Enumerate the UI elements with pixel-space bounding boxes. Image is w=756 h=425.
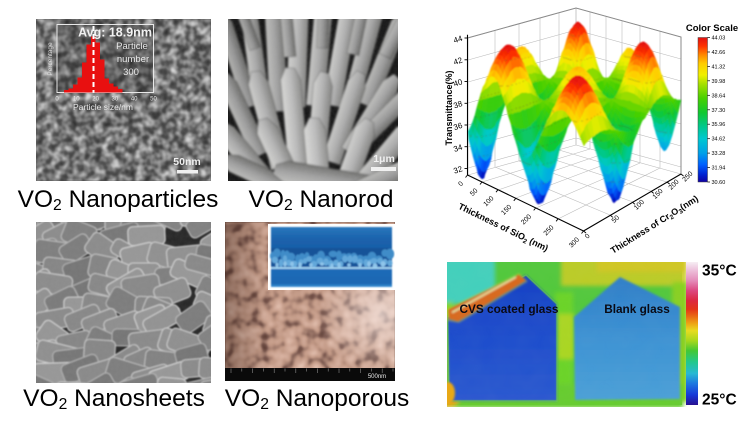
- svg-text:150: 150: [500, 204, 513, 217]
- svg-text:0: 0: [457, 180, 465, 188]
- svg-text:37.30: 37.30: [712, 108, 726, 114]
- svg-text:50nm: 50nm: [173, 156, 200, 168]
- svg-text:20: 20: [92, 97, 99, 103]
- svg-text:Transmittance(%): Transmittance(%): [444, 70, 454, 145]
- svg-text:500nm: 500nm: [368, 374, 386, 380]
- svg-text:39.98: 39.98: [712, 79, 726, 85]
- svg-text:33.28: 33.28: [712, 151, 726, 157]
- svg-text:200: 200: [520, 213, 533, 226]
- svg-text:300: 300: [123, 67, 139, 78]
- svg-text:0: 0: [55, 97, 59, 103]
- svg-text:34: 34: [452, 142, 464, 153]
- svg-text:38.64: 38.64: [712, 93, 726, 99]
- svg-text:35.96: 35.96: [712, 122, 726, 128]
- svg-text:31.94: 31.94: [712, 166, 726, 172]
- svg-text:50: 50: [150, 97, 157, 103]
- svg-text:38: 38: [452, 99, 464, 110]
- svg-text:44.03: 44.03: [712, 36, 726, 42]
- svg-text:42: 42: [452, 55, 464, 66]
- svg-text:40: 40: [131, 97, 138, 103]
- svg-text:50: 50: [469, 187, 479, 197]
- svg-text:Particle size/nm: Particle size/nm: [73, 102, 133, 112]
- svg-text:Color Scale: Color Scale: [686, 23, 738, 34]
- svg-text:30.60: 30.60: [712, 180, 726, 186]
- svg-text:50: 50: [611, 214, 621, 224]
- svg-text:35°C: 35°C: [702, 263, 737, 280]
- svg-text:250: 250: [543, 224, 556, 237]
- svg-text:32: 32: [452, 164, 464, 175]
- svg-text:number: number: [117, 54, 149, 65]
- svg-text:0: 0: [584, 233, 592, 241]
- svg-text:Blank glass: Blank glass: [604, 302, 670, 316]
- svg-text:10: 10: [73, 97, 80, 103]
- svg-text:36: 36: [452, 121, 464, 132]
- svg-text:300: 300: [568, 236, 581, 249]
- svg-text:Percentage: Percentage: [47, 42, 54, 76]
- svg-text:40: 40: [452, 77, 464, 88]
- svg-text:34.62: 34.62: [712, 137, 726, 143]
- svg-text:Thickness of Cr2O3(nm): Thickness of Cr2O3(nm): [609, 193, 701, 257]
- svg-text:25°C: 25°C: [702, 392, 737, 408]
- svg-text:100: 100: [482, 195, 495, 208]
- svg-text:Particle: Particle: [116, 41, 148, 52]
- svg-text:CVS coated glass: CVS coated glass: [459, 302, 558, 316]
- svg-text:44: 44: [452, 34, 464, 45]
- svg-text:30: 30: [112, 97, 119, 103]
- svg-text:41.32: 41.32: [712, 64, 726, 70]
- svg-text:42.66: 42.66: [712, 50, 726, 56]
- svg-text:Avg: 18.9nm: Avg: 18.9nm: [78, 26, 152, 40]
- svg-text:250: 250: [681, 170, 694, 183]
- svg-text:1μm: 1μm: [373, 153, 395, 165]
